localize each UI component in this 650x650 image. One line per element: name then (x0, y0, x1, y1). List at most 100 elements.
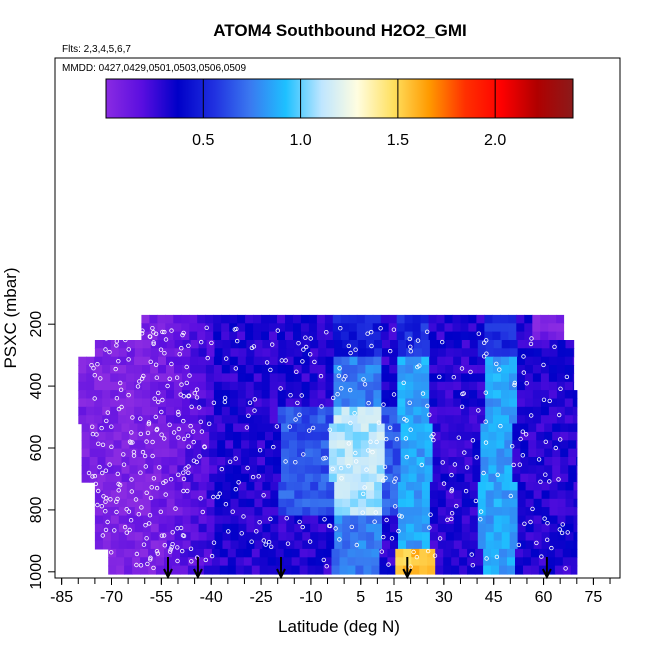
observation-point (150, 453, 155, 459)
observation-point (381, 534, 386, 540)
heatmap-cell (341, 406, 351, 416)
heatmap-cell (358, 507, 367, 517)
observation-point (185, 433, 191, 438)
heatmap-cell (437, 482, 447, 491)
heatmap-cell (197, 373, 207, 383)
heatmap-cell (408, 473, 418, 483)
heatmap-cell (134, 482, 144, 491)
heatmap-cell (483, 548, 492, 558)
heatmap-cell (126, 498, 136, 508)
x-axis-tick-label: 45 (485, 589, 503, 606)
heatmap-cell (524, 356, 534, 366)
observation-point (521, 354, 526, 359)
heatmap-cell (262, 523, 271, 533)
observation-point (474, 455, 479, 460)
heatmap-cell (253, 314, 262, 324)
heatmap-cell (384, 448, 394, 458)
heatmap-cell (166, 348, 176, 358)
heatmap-cell (230, 348, 240, 358)
heatmap-cell (382, 498, 391, 508)
heatmap-cell (308, 331, 318, 341)
heatmap-cell (89, 440, 99, 450)
heatmap-cell (436, 331, 446, 341)
observation-point (249, 539, 254, 544)
observation-point (175, 409, 181, 415)
heatmap-cell (217, 448, 226, 458)
heatmap-cell (182, 348, 192, 358)
observation-point (117, 482, 123, 488)
heatmap-cell (245, 356, 255, 366)
heatmap-cell (158, 490, 168, 500)
heatmap-cell (110, 523, 120, 533)
observation-point (108, 497, 113, 502)
heatmap-cell (469, 340, 479, 349)
heatmap-cell (249, 431, 258, 441)
heatmap-cell (81, 423, 91, 433)
heatmap-cell (509, 390, 518, 400)
observation-point (86, 470, 92, 476)
heatmap-cell (435, 565, 444, 575)
heatmap-cell (269, 390, 279, 400)
heatmap-cell (158, 515, 168, 525)
heatmap-cell (416, 473, 426, 483)
heatmap-cell (372, 331, 382, 341)
heatmap-cell (349, 365, 359, 374)
observation-point (252, 397, 257, 402)
heatmap-cell (310, 498, 319, 508)
observation-point (138, 431, 143, 437)
heatmap-cell (525, 348, 535, 358)
heatmap-cell (420, 331, 430, 341)
heatmap-cell (142, 507, 152, 517)
observation-point (188, 423, 193, 429)
heatmap-cell (467, 548, 476, 558)
heatmap-cell (374, 498, 383, 508)
heatmap-cell (140, 557, 149, 567)
heatmap-cell (153, 423, 162, 433)
heatmap-cell (142, 498, 152, 508)
heatmap-cell (217, 473, 226, 483)
heatmap-cell (310, 348, 319, 358)
observation-point (330, 466, 335, 472)
heatmap-cell (437, 365, 446, 374)
x-axis-tick-label: 30 (435, 589, 453, 606)
heatmap-cell (230, 523, 240, 533)
heatmap-cell (532, 373, 542, 383)
heatmap-cell (320, 465, 330, 475)
heatmap-cell (541, 523, 551, 533)
heatmap-cell (406, 340, 415, 349)
heatmap-cell (317, 406, 327, 416)
observation-point (115, 471, 120, 477)
heatmap-cell (373, 406, 382, 416)
heatmap-cell (440, 465, 450, 475)
observation-point (545, 537, 550, 542)
heatmap-cell (254, 340, 263, 349)
heatmap-cell (432, 440, 442, 450)
observation-point (122, 524, 128, 530)
heatmap-cell (380, 314, 390, 324)
y-axis-tick-label: 600 (28, 435, 45, 462)
heatmap-cell (302, 515, 311, 525)
heatmap-cell (173, 314, 182, 324)
heatmap-cell (445, 356, 454, 366)
heatmap-cell (270, 340, 279, 349)
heatmap-cell (312, 473, 322, 483)
observation-point (140, 328, 145, 333)
observation-point (191, 458, 197, 463)
heatmap-cell (412, 314, 422, 324)
heatmap-cell (400, 473, 410, 483)
heatmap-cell (556, 314, 565, 324)
heatmap-cell (501, 415, 510, 425)
observation-point (407, 336, 412, 342)
observation-point (89, 424, 95, 429)
heatmap-cell (174, 390, 183, 400)
heatmap-cell (304, 457, 314, 466)
heatmap-cell (211, 557, 221, 567)
heatmap-cell (568, 457, 577, 466)
heatmap-cell (493, 498, 503, 508)
heatmap-cell (293, 365, 303, 374)
heatmap-cell (493, 507, 503, 517)
heatmap-cell (150, 498, 160, 508)
heatmap-cell (110, 356, 119, 366)
heatmap-cell (177, 431, 186, 441)
heatmap-cell (325, 398, 335, 408)
